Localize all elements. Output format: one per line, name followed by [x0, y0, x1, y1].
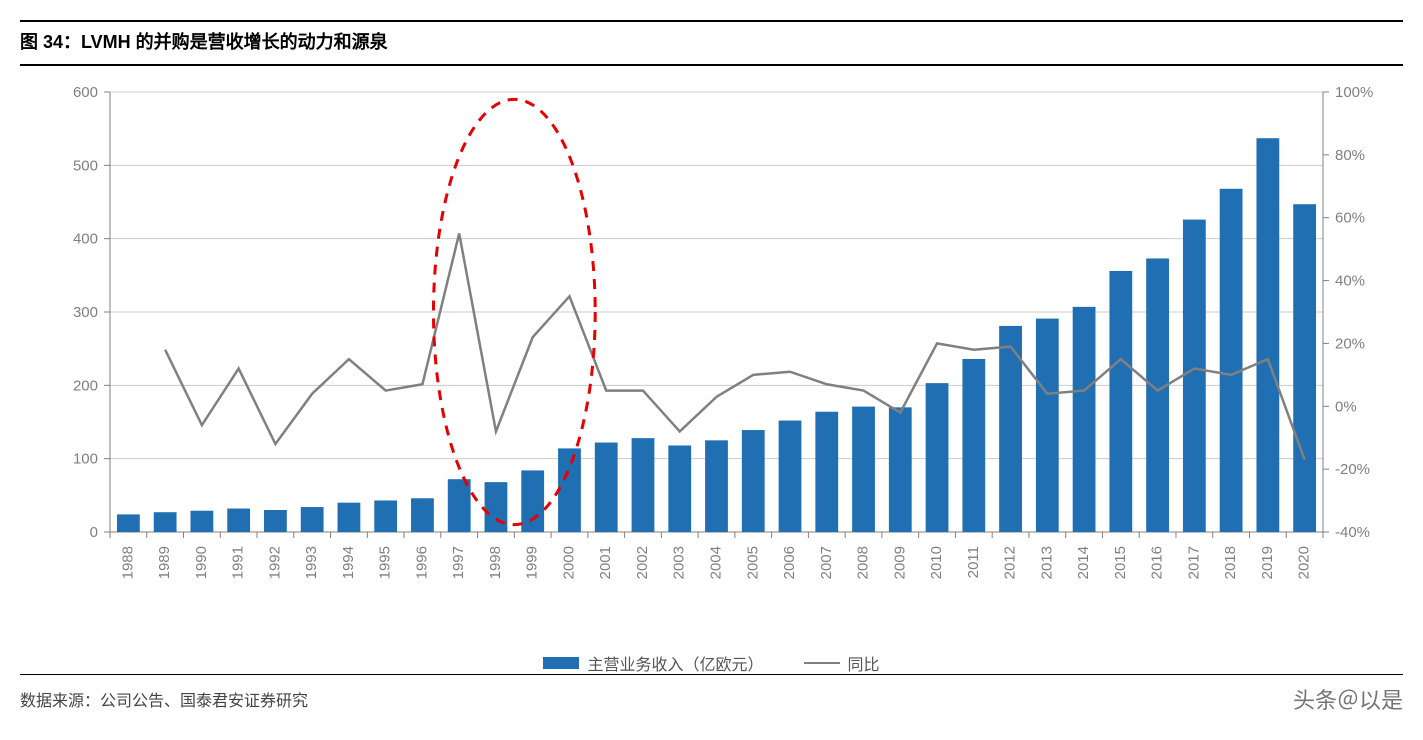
svg-text:100%: 100% — [1335, 84, 1373, 101]
figure-container: 图 34：LVMH 的并购是营收增长的动力和源泉 0 100 200 300 400 50… — [20, 20, 1403, 715]
svg-text:2019: 2019 — [1259, 546, 1276, 579]
watermark-label: 头条＠以是 — [1293, 683, 1403, 715]
legend-line-swatch — [804, 662, 840, 664]
svg-text:2018: 2018 — [1222, 546, 1239, 579]
svg-text:2017: 2017 — [1185, 546, 1202, 579]
data-source-label: 数据来源：公司公告、国泰君安证券研究 — [20, 687, 308, 711]
svg-text:2014: 2014 — [1075, 546, 1092, 579]
svg-text:2010: 2010 — [928, 546, 945, 579]
svg-text:2007: 2007 — [818, 546, 835, 579]
svg-text:2003: 2003 — [671, 546, 688, 579]
legend-bar-swatch — [543, 657, 579, 669]
svg-text:1994: 1994 — [340, 546, 357, 579]
svg-text:300: 300 — [73, 304, 98, 321]
svg-text:2008: 2008 — [855, 546, 872, 579]
svg-text:100: 100 — [73, 451, 98, 468]
legend-item-line: 同比 — [804, 651, 880, 675]
svg-text:2004: 2004 — [708, 546, 725, 579]
svg-text:200: 200 — [73, 377, 98, 394]
chart-footer: 数据来源：公司公告、国泰君安证券研究 头条＠以是 — [20, 674, 1403, 715]
svg-text:2005: 2005 — [744, 546, 761, 579]
svg-text:1989: 1989 — [156, 546, 173, 579]
svg-text:1993: 1993 — [303, 546, 320, 579]
svg-text:2009: 2009 — [891, 546, 908, 579]
svg-text:2001: 2001 — [597, 546, 614, 579]
svg-text:1995: 1995 — [377, 546, 394, 579]
svg-text:0: 0 — [90, 524, 98, 541]
chart-title: 图 34：LVMH 的并购是营收增长的动力和源泉 — [20, 20, 1403, 66]
svg-text:1999: 1999 — [524, 546, 541, 579]
svg-text:80%: 80% — [1335, 147, 1365, 164]
svg-text:60%: 60% — [1335, 210, 1365, 227]
chart-legend: 主营业务收入（亿欧元） 同比 — [20, 651, 1403, 675]
chart-plot-area: 0 100 200 300 400 500 600 -40% -20% 0% 20% 40% 60% 80… — [20, 66, 1403, 666]
chart-svg: 0 100 200 300 400 500 600 -40% -20% 0% 20% 40% 60% 80… — [20, 82, 1403, 642]
svg-text:1996: 1996 — [413, 546, 430, 579]
svg-text:-20%: -20% — [1335, 461, 1370, 478]
svg-text:2002: 2002 — [634, 546, 651, 579]
svg-text:2015: 2015 — [1112, 546, 1129, 579]
svg-text:1991: 1991 — [230, 546, 247, 579]
svg-text:2013: 2013 — [1038, 546, 1055, 579]
svg-text:1988: 1988 — [119, 546, 136, 579]
svg-text:0%: 0% — [1335, 398, 1357, 415]
legend-line-label: 同比 — [848, 651, 880, 675]
svg-text:500: 500 — [73, 157, 98, 174]
svg-text:2006: 2006 — [781, 546, 798, 579]
svg-text:20%: 20% — [1335, 335, 1365, 352]
svg-text:2012: 2012 — [1002, 546, 1019, 579]
svg-text:400: 400 — [73, 231, 98, 248]
legend-bar-label: 主营业务收入（亿欧元） — [587, 651, 763, 675]
legend-item-bar: 主营业务收入（亿欧元） — [543, 651, 763, 675]
svg-text:2011: 2011 — [965, 546, 982, 578]
svg-text:1997: 1997 — [450, 546, 467, 579]
svg-text:2020: 2020 — [1296, 546, 1313, 579]
svg-text:40%: 40% — [1335, 273, 1365, 290]
svg-text:1992: 1992 — [266, 546, 283, 579]
svg-text:600: 600 — [73, 84, 98, 101]
svg-text:1990: 1990 — [193, 546, 210, 579]
svg-text:2000: 2000 — [560, 546, 577, 579]
svg-text:1998: 1998 — [487, 546, 504, 579]
svg-text:2016: 2016 — [1149, 546, 1166, 579]
svg-text:-40%: -40% — [1335, 524, 1370, 541]
